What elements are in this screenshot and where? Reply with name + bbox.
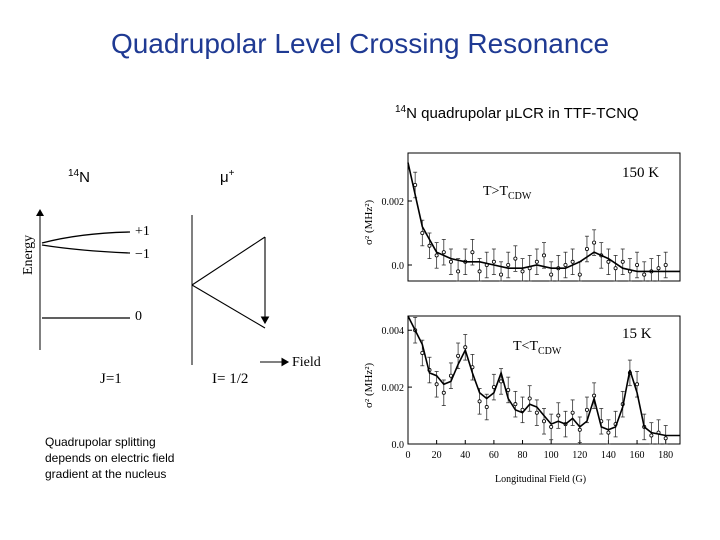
data-point <box>570 259 575 264</box>
data-point <box>606 259 611 264</box>
muon-down-line <box>191 284 266 329</box>
data-point <box>635 382 640 387</box>
data-point <box>663 436 668 441</box>
x-tick-label: 20 <box>432 450 442 461</box>
data-point <box>470 250 475 255</box>
y-tick-label: 0.002 <box>382 197 405 208</box>
level-minus1-label: −1 <box>135 247 150 262</box>
caption: Quadrupolar splitting depends on electri… <box>45 434 215 482</box>
x-tick-label: 160 <box>630 450 645 461</box>
y-tick-label: 0.0 <box>392 440 405 451</box>
figure-subtitle: 14N quadrupolar μLCR in TTF-TCNQ <box>395 104 639 122</box>
data-point <box>642 272 647 277</box>
data-point <box>556 413 561 418</box>
data-point <box>606 430 611 435</box>
data-point <box>649 433 654 438</box>
data-point <box>563 263 568 268</box>
x-axis-label: Longitudinal Field (G) <box>495 474 586 485</box>
data-point <box>549 424 554 429</box>
data-point <box>620 259 625 264</box>
data-point <box>577 272 582 277</box>
data-point <box>448 259 453 264</box>
data-point <box>635 263 640 268</box>
temperature-label: 150 K <box>622 165 659 181</box>
muon-label: μ+ <box>220 168 235 186</box>
y-tick-label: 0.0 <box>392 261 405 272</box>
data-point <box>477 269 482 274</box>
data-point <box>420 231 425 236</box>
x-tick-label: 60 <box>489 450 499 461</box>
data-point <box>549 272 554 277</box>
data-point <box>513 256 518 261</box>
y-tick-label: 0.002 <box>382 383 405 394</box>
data-point <box>506 387 511 392</box>
data-point <box>506 263 511 268</box>
cdw-annotation: T>TCDW <box>483 184 532 202</box>
i-label: I= 1/2 <box>212 371 248 387</box>
n14-label: 14N <box>68 168 90 186</box>
data-point <box>520 269 525 274</box>
data-point <box>541 253 546 258</box>
chart-150k: σ² (MHz²) 0.002 0.0 150 K T>TCDW <box>363 152 681 282</box>
data-point <box>441 390 446 395</box>
y-axis-label: σ² (MHz²) <box>363 362 375 408</box>
caption-line: gradient at the nucleus <box>45 467 167 481</box>
data-point <box>513 402 518 407</box>
level-plus1-label: +1 <box>135 224 150 239</box>
data-point <box>427 243 432 248</box>
level-crossing-diagram: Energy +1 −1 0 Field J=1 I= 1/2 <box>21 209 321 387</box>
data-point <box>499 379 504 384</box>
x-tick-label: 140 <box>601 450 616 461</box>
data-point <box>577 427 582 432</box>
temperature-label: 15 K <box>622 326 652 342</box>
data-point <box>484 405 489 410</box>
x-tick-label: 100 <box>544 450 559 461</box>
level-plus1-line <box>41 231 131 244</box>
muon-up-line <box>191 236 266 286</box>
data-point <box>613 266 618 271</box>
data-point <box>491 259 496 264</box>
data-point <box>527 396 532 401</box>
data-point <box>584 407 589 412</box>
x-tick-label: 0 <box>406 450 411 461</box>
x-tick-label: 40 <box>460 450 470 461</box>
energy-axis-label: Energy <box>21 235 36 275</box>
data-point <box>656 266 661 271</box>
x-tick-label: 80 <box>518 450 528 461</box>
level-minus1-line <box>41 244 131 254</box>
data-point <box>477 399 482 404</box>
caption-line: Quadrupolar splitting <box>45 435 156 449</box>
y-axis-label: σ² (MHz²) <box>363 199 375 245</box>
fit-curve <box>407 162 680 273</box>
y-tick-label: 0.004 <box>382 326 405 337</box>
data-point <box>592 240 597 245</box>
data-point <box>663 263 668 268</box>
x-tick-label: 120 <box>572 450 587 461</box>
field-label: Field <box>292 355 321 370</box>
data-point <box>434 382 439 387</box>
data-point <box>456 353 461 358</box>
data-point <box>456 269 461 274</box>
data-point <box>541 419 546 424</box>
j-label: J=1 <box>100 371 122 387</box>
data-point <box>584 247 589 252</box>
data-point <box>441 250 446 255</box>
x-tick-label: 180 <box>658 450 673 461</box>
data-point <box>499 272 504 277</box>
level-zero-label: 0 <box>135 309 142 324</box>
data-point <box>534 410 539 415</box>
caption-line: depends on electric field <box>45 451 175 465</box>
data-point <box>434 253 439 258</box>
data-point <box>534 259 539 264</box>
cdw-annotation: T<TCDW <box>513 339 562 357</box>
plot-frame <box>407 152 681 282</box>
plot-frame <box>407 315 681 445</box>
data-point <box>570 410 575 415</box>
slide-title: Quadrupolar Level Crossing Resonance <box>110 28 610 59</box>
fit-curve <box>407 315 680 437</box>
chart-15k: σ² (MHz²) 0.004 0.002 0.0 0 20 40 60 80 100 120 1… <box>363 315 681 485</box>
